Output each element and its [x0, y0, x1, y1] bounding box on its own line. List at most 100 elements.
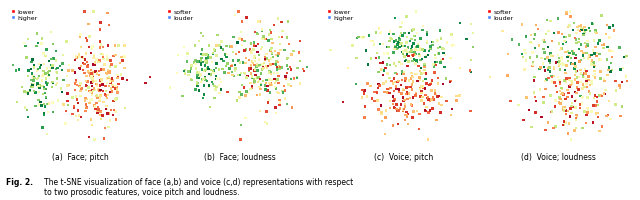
- Point: [455, 67, 465, 70]
- Point: [430, 93, 440, 96]
- Point: [237, 84, 247, 87]
- Point: [399, 100, 409, 103]
- Point: [401, 79, 411, 83]
- Point: [599, 93, 609, 96]
- Point: [98, 54, 108, 57]
- Point: [244, 67, 254, 70]
- Point: [196, 53, 206, 56]
- Point: [371, 57, 381, 60]
- Point: [249, 57, 259, 60]
- Point: [111, 66, 121, 69]
- Point: [385, 100, 395, 103]
- Point: [410, 54, 420, 57]
- Point: [556, 87, 566, 90]
- Point: [572, 114, 582, 117]
- Point: [195, 73, 205, 76]
- Point: [273, 78, 283, 82]
- Point: [269, 82, 280, 85]
- Point: [589, 40, 599, 43]
- Point: [87, 99, 97, 102]
- Point: [100, 127, 110, 130]
- Point: [103, 69, 113, 72]
- Point: [550, 105, 560, 109]
- Point: [269, 78, 280, 81]
- Point: [410, 49, 420, 52]
- Point: [200, 70, 211, 73]
- Point: [41, 96, 51, 99]
- Point: [269, 72, 279, 75]
- Point: [204, 45, 214, 48]
- Point: [604, 67, 614, 70]
- Point: [371, 32, 381, 35]
- Point: [84, 46, 94, 49]
- Point: [92, 72, 102, 75]
- Point: [392, 44, 403, 47]
- Point: [415, 55, 425, 58]
- Point: [247, 85, 257, 88]
- Point: [283, 68, 293, 71]
- Point: [88, 77, 99, 81]
- Point: [257, 64, 267, 67]
- Point: [76, 82, 86, 86]
- Point: [70, 82, 80, 86]
- Point: [531, 100, 541, 103]
- Point: [273, 82, 284, 85]
- Point: [425, 100, 435, 103]
- Point: [406, 77, 416, 81]
- Point: [106, 78, 116, 81]
- Point: [81, 110, 91, 113]
- Point: [73, 110, 83, 113]
- Point: [597, 44, 607, 47]
- Point: [214, 69, 224, 72]
- Point: [63, 69, 74, 73]
- Point: [357, 96, 367, 100]
- Point: [211, 88, 221, 92]
- Point: [588, 75, 598, 78]
- Point: [186, 65, 196, 68]
- Point: [284, 83, 294, 87]
- Point: [104, 24, 114, 27]
- Point: [435, 30, 445, 33]
- Point: [278, 91, 288, 95]
- Point: [543, 67, 553, 70]
- Point: [88, 57, 99, 60]
- Point: [396, 84, 406, 87]
- Point: [403, 55, 413, 58]
- Point: [521, 36, 531, 39]
- Point: [90, 138, 100, 141]
- Point: [545, 70, 556, 74]
- Text: Fig. 2.: Fig. 2.: [6, 177, 33, 186]
- Point: [44, 70, 54, 73]
- Point: [571, 92, 581, 95]
- Point: [429, 65, 439, 69]
- Point: [39, 88, 49, 91]
- Point: [587, 60, 597, 63]
- Point: [269, 86, 280, 89]
- Point: [388, 82, 398, 86]
- Point: [51, 68, 61, 71]
- Point: [416, 85, 426, 89]
- Point: [115, 62, 125, 65]
- Point: [396, 103, 406, 106]
- Point: [254, 58, 264, 62]
- Point: [277, 90, 287, 93]
- Point: [272, 69, 282, 72]
- Point: [401, 59, 412, 63]
- Point: [436, 104, 447, 107]
- Point: [207, 83, 218, 86]
- Point: [51, 60, 61, 63]
- Point: [29, 76, 39, 79]
- Point: [568, 63, 578, 66]
- Point: [588, 50, 598, 53]
- Point: [90, 80, 100, 83]
- Point: [36, 64, 46, 67]
- Point: [468, 32, 478, 36]
- Point: [575, 95, 586, 98]
- Point: [209, 97, 220, 100]
- Point: [390, 98, 400, 101]
- Point: [436, 38, 446, 41]
- Point: [543, 121, 553, 124]
- Point: [602, 59, 612, 62]
- Point: [406, 57, 416, 60]
- Point: [546, 55, 556, 58]
